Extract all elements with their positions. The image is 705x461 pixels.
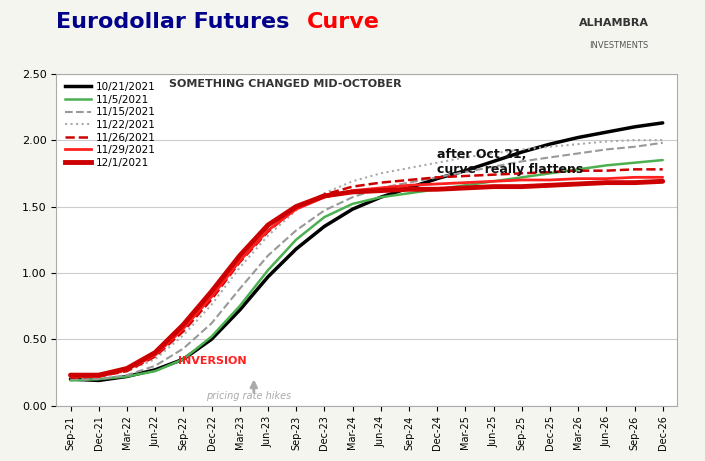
Text: INVERSION: INVERSION [178,356,246,366]
Legend: 10/21/2021, 11/5/2021, 11/15/2021, 11/22/2021, 11/26/2021, 11/29/2021, 12/1/2021: 10/21/2021, 11/5/2021, 11/15/2021, 11/22… [61,79,159,171]
Text: ALHAMBRA: ALHAMBRA [579,18,649,29]
Text: after Oct 21,
curve  really flattens: after Oct 21, curve really flattens [437,148,583,177]
Text: INVESTMENTS: INVESTMENTS [589,41,649,51]
Text: Eurodollar Futures: Eurodollar Futures [56,12,298,32]
Text: SOMETHING CHANGED MID-OCTOBER: SOMETHING CHANGED MID-OCTOBER [169,79,402,89]
Text: Curve: Curve [307,12,379,32]
Text: pricing rate hikes: pricing rate hikes [206,391,291,401]
